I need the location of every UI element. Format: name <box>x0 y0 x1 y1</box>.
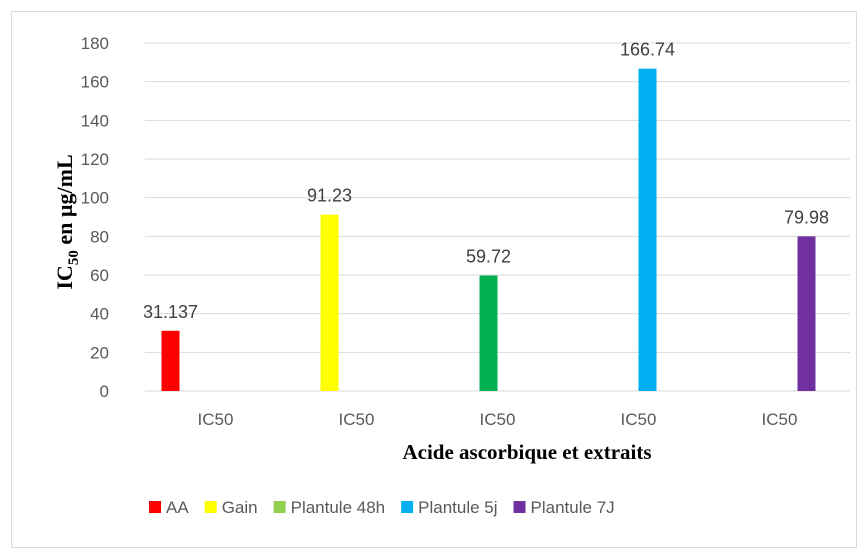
y-tick-labels: 0 20 40 60 80 100 120 140 160 180 <box>81 34 109 401</box>
y-tick-label: 140 <box>81 111 109 130</box>
legend-label: Plantule 48h <box>291 498 386 517</box>
y-tick-label: 60 <box>90 266 109 285</box>
y-tick-label: 160 <box>81 73 109 92</box>
x-tick-labels: IC50 IC50 IC50 IC50 IC50 <box>198 410 798 429</box>
y-tick-label: 120 <box>81 150 109 169</box>
y-tick-label: 0 <box>100 382 109 401</box>
legend-label: AA <box>166 498 189 517</box>
legend-label: Gain <box>222 498 258 517</box>
legend-swatch <box>204 501 217 513</box>
legend-swatch <box>149 501 161 513</box>
x-tick-label: IC50 <box>762 410 798 429</box>
data-label: 91.23 <box>307 186 352 206</box>
chart-frame: 0 20 40 60 80 100 120 140 160 180 31.137 91.23 59.7… <box>11 11 857 548</box>
x-tick-label: IC50 <box>621 410 657 429</box>
y-axis-label: IC50 en µg/mL <box>52 154 82 289</box>
y-axis-label-sub: 50 <box>66 250 82 265</box>
data-label: 79.98 <box>784 207 829 227</box>
x-tick-label: IC50 <box>480 410 516 429</box>
data-labels: 31.137 91.23 59.72 166.74 79.98 <box>143 40 829 322</box>
y-axis-label-rest: en µg/mL <box>52 154 77 250</box>
y-tick-label: 40 <box>90 305 109 324</box>
y-tick-label: 180 <box>81 34 109 53</box>
legend-label: Plantule 5j <box>418 498 497 517</box>
bar-aa <box>161 330 180 391</box>
y-axis-label-main: IC <box>52 265 77 289</box>
legend-swatch <box>513 501 526 513</box>
legend: AA Gain Plantule 48h Plantule 5j Plantule 7J <box>149 498 615 517</box>
y-tick-label: 100 <box>81 189 109 208</box>
legend-swatch <box>273 501 286 513</box>
data-label: 31.137 <box>143 302 198 322</box>
bar-chart: 0 20 40 60 80 100 120 140 160 180 31.137 91.23 59.7… <box>52 34 850 517</box>
bar-plantule-48h <box>479 275 498 391</box>
legend-label: Plantule 7J <box>531 498 615 517</box>
x-tick-label: IC50 <box>339 410 375 429</box>
bar-plantule-7j <box>797 236 816 391</box>
y-tick-label: 80 <box>90 227 109 246</box>
bar-gain <box>320 214 339 391</box>
x-axis-label: Acide ascorbique et extraits <box>402 440 651 464</box>
x-tick-label: IC50 <box>198 410 234 429</box>
data-label: 59.72 <box>466 247 511 267</box>
y-tick-label: 20 <box>90 343 109 362</box>
bar-plantule-5j <box>638 68 657 392</box>
legend-swatch <box>401 501 414 513</box>
gridlines <box>145 42 850 392</box>
data-label: 166.74 <box>620 40 675 60</box>
bars <box>161 68 816 392</box>
